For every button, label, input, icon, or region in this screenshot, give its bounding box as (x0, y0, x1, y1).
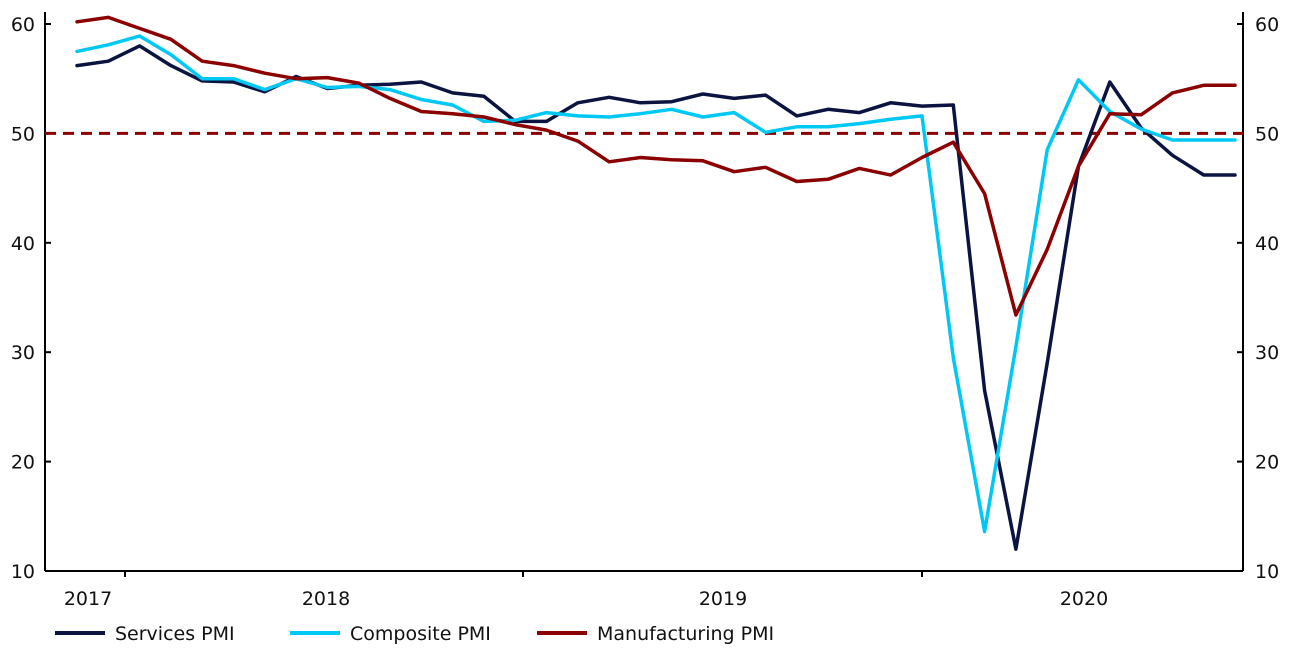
axes (44, 12, 1244, 577)
legend: Services PMI Composite PMI Manufacturing P… (55, 623, 774, 645)
y-tick-label-right: 10 (1255, 561, 1279, 583)
x-tick-label: 2017 (64, 588, 112, 610)
y-tick-label-left: 10 (11, 561, 35, 583)
tick-labels: 10 20 30 40 50 60 10 20 30 40 50 60 2017 2018 2019 2020 (11, 14, 1279, 610)
y-tick-label-right: 20 (1255, 452, 1279, 474)
x-tick-label: 2018 (302, 588, 350, 610)
legend-label-manufacturing-pmi: Manufacturing PMI (597, 623, 774, 645)
y-tick-label-right: 40 (1255, 233, 1279, 255)
series-layer (75, 15, 1237, 551)
y-tick-label-right: 30 (1255, 342, 1279, 364)
y-tick-label-left: 60 (11, 14, 35, 36)
series-line-manufacturing-pmi (75, 15, 1237, 317)
y-tick-label-right: 60 (1255, 14, 1279, 36)
legend-label-services-pmi: Services PMI (115, 623, 235, 645)
x-tick-label: 2019 (699, 588, 747, 610)
y-tick-label-left: 30 (11, 342, 35, 364)
x-tick-label: 2020 (1060, 588, 1108, 610)
y-tick-label-left: 20 (11, 452, 35, 474)
y-tick-label-left: 50 (11, 123, 35, 145)
y-tick-label-left: 40 (11, 233, 35, 255)
series-line-composite-pmi (75, 34, 1237, 534)
legend-label-composite-pmi: Composite PMI (350, 623, 491, 645)
y-tick-label-right: 50 (1255, 123, 1279, 145)
